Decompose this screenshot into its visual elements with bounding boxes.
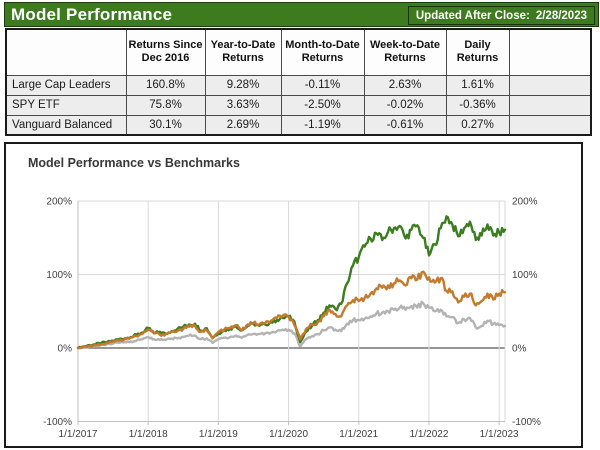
cell-daily: 0.27%: [445, 114, 510, 136]
cell-ytd: 9.28%: [204, 74, 282, 96]
col-header-blank: [508, 28, 592, 76]
col-header-ytd: Year-to-Date Returns: [204, 28, 282, 76]
cell-blank: [508, 74, 592, 96]
svg-text:1/1/2018: 1/1/2018: [129, 429, 168, 440]
svg-text:1/1/2023: 1/1/2023: [480, 429, 519, 440]
row-label: Vanguard Balanced: [5, 114, 127, 136]
page-title: Model Performance: [11, 4, 173, 24]
row-label: SPY ETF: [5, 94, 127, 116]
updated-label: Updated After Close:: [415, 9, 530, 22]
svg-text:1/1/2020: 1/1/2020: [269, 429, 308, 440]
cell-mtd: -0.11%: [280, 74, 365, 96]
table-row: Large Cap Leaders 160.8% 9.28% -0.11% 2.…: [5, 74, 592, 96]
svg-text:0%: 0%: [512, 344, 527, 355]
cell-wtd: -0.02%: [363, 94, 447, 116]
col-header-model: [5, 28, 127, 76]
cell-wtd: -0.61%: [363, 114, 447, 136]
cell-ytd: 3.63%: [204, 94, 282, 116]
series-line-spy-etf: [76, 270, 507, 350]
svg-text:200%: 200%: [46, 197, 72, 208]
chart-title: Model Performance vs Benchmarks: [28, 156, 240, 170]
col-header-daily: Daily Returns: [445, 28, 510, 76]
table-header-row: Returns Since Dec 2016 Year-to-Date Retu…: [5, 28, 592, 76]
svg-text:1/1/2022: 1/1/2022: [409, 429, 448, 440]
series-line-large-cap-leaders: [76, 215, 507, 350]
col-header-since-dec-2016: Returns Since Dec 2016: [125, 28, 206, 76]
table-row: SPY ETF 75.8% 3.63% -2.50% -0.02% -0.36%: [5, 94, 592, 116]
chart-panel: 200% 200% 100% 100% 0% 0% -100% -100% 1/1/2017 1/…: [4, 142, 583, 448]
svg-text:100%: 100%: [46, 270, 72, 281]
cell-mtd: -2.50%: [280, 94, 365, 116]
performance-chart-svg: 200% 200%100% 100%0% 0%-100% -100%1/1/2017 1/…: [43, 197, 541, 441]
svg-text:100%: 100%: [512, 270, 538, 281]
cell-since: 75.8%: [125, 94, 206, 116]
svg-text:-100%: -100%: [43, 417, 72, 428]
svg-text:1/1/2019: 1/1/2019: [199, 429, 238, 440]
cell-daily: -0.36%: [445, 94, 510, 116]
col-header-mtd: Month-to-Date Returns: [280, 28, 365, 76]
cell-blank: [508, 114, 592, 136]
col-header-wtd: Week-to-Date Returns: [363, 28, 447, 76]
cell-daily: 1.61%: [445, 74, 510, 96]
table-row: Vanguard Balanced 30.1% 2.69% -1.19% -0.…: [5, 114, 592, 136]
updated-date: 2/28/2023: [535, 9, 587, 22]
svg-text:-100%: -100%: [512, 417, 541, 428]
cell-wtd: 2.63%: [363, 74, 447, 96]
series-line-vanguard-balanced: [76, 300, 507, 350]
row-label: Large Cap Leaders: [5, 74, 127, 96]
cell-ytd: 2.69%: [204, 114, 282, 136]
cell-since: 30.1%: [125, 114, 206, 136]
cell-since: 160.8%: [125, 74, 206, 96]
svg-text:1/1/2017: 1/1/2017: [59, 429, 98, 440]
header-bar: Model Performance Updated After Close: 2…: [4, 2, 599, 27]
returns-table: Returns Since Dec 2016 Year-to-Date Retu…: [5, 28, 592, 136]
svg-text:200%: 200%: [512, 197, 538, 208]
updated-after-close-box: Updated After Close: 2/28/2023: [407, 6, 595, 25]
cell-blank: [508, 94, 592, 116]
svg-text:0%: 0%: [58, 344, 73, 355]
svg-text:1/1/2021: 1/1/2021: [339, 429, 378, 440]
cell-mtd: -1.19%: [280, 114, 365, 136]
